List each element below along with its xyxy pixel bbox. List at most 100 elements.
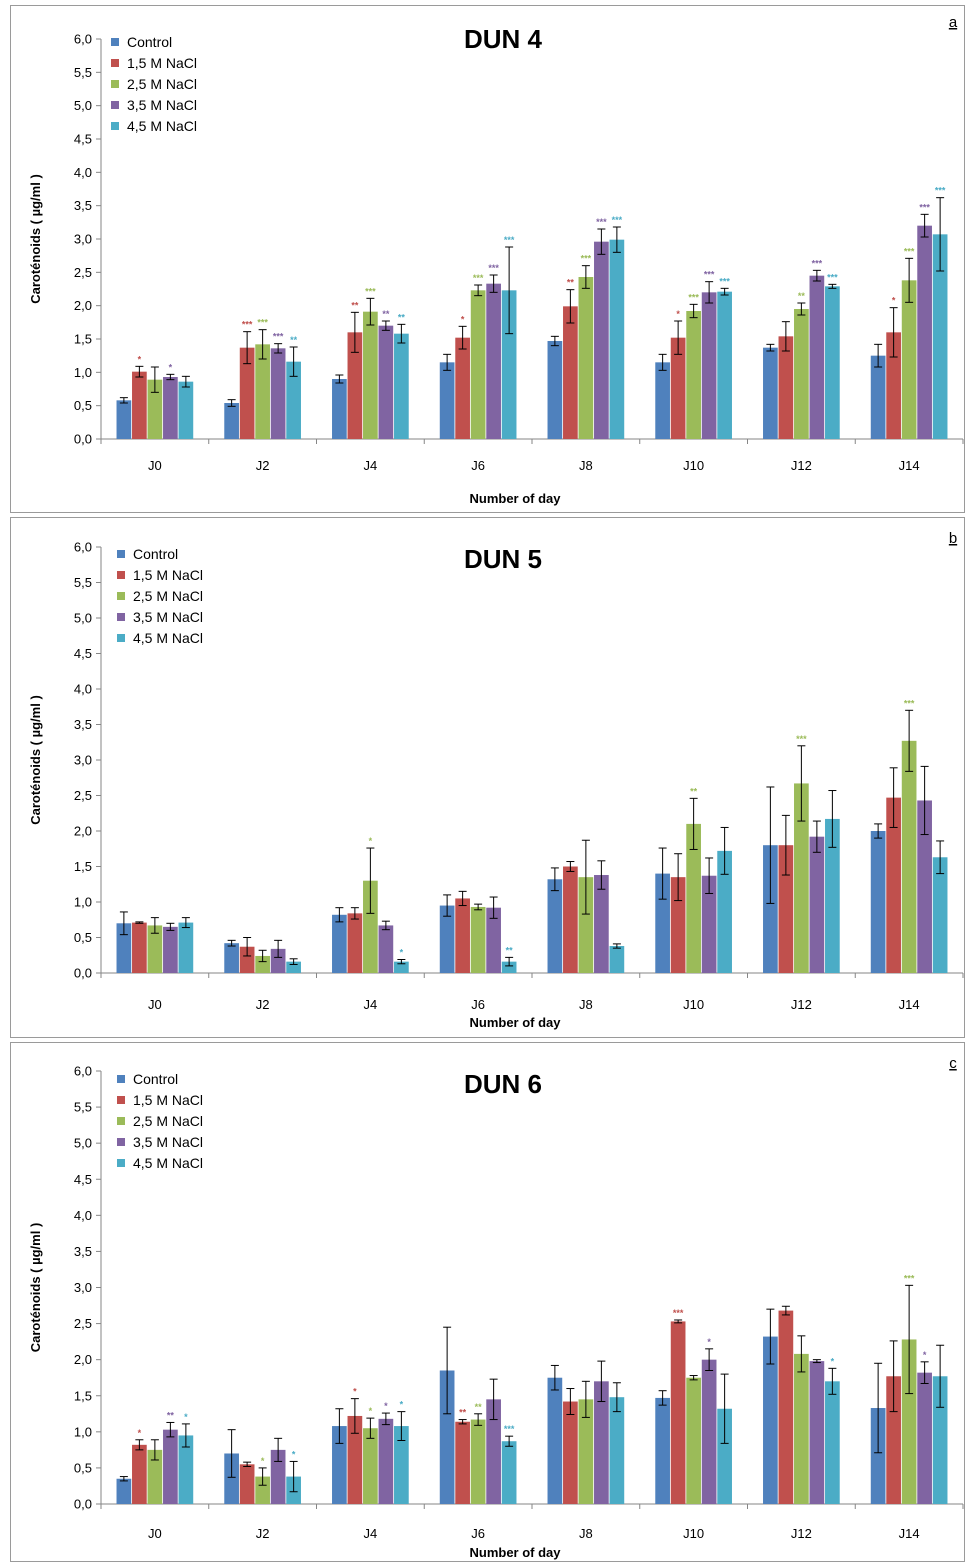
significance-mark: *: [138, 1428, 142, 1438]
bar: [286, 361, 301, 439]
y-tick-label: 2,5: [74, 265, 92, 280]
bar: [670, 877, 686, 973]
bar: [132, 922, 147, 973]
significance-mark: ***: [504, 235, 515, 245]
significance-mark: ***: [688, 292, 699, 302]
bar: [224, 1453, 239, 1504]
bar: [886, 797, 901, 973]
significance-mark: **: [290, 335, 298, 345]
bar: [378, 1418, 394, 1504]
significance-mark: *: [369, 836, 373, 846]
bar: [594, 1381, 609, 1504]
bar: [809, 1361, 825, 1504]
bar: [563, 306, 578, 439]
legend-label: 1,5 M NaCl: [127, 55, 197, 71]
bar: [794, 1353, 809, 1504]
x-axis-label: Number of day: [469, 491, 561, 506]
significance-mark: *: [169, 362, 173, 372]
y-tick-label: 5,0: [74, 98, 92, 113]
bar: [363, 880, 378, 973]
bar: [825, 818, 840, 973]
x-tick-label: J14: [899, 458, 920, 473]
legend-label: 1,5 M NaCl: [133, 1092, 203, 1108]
bar: [163, 1429, 178, 1504]
bar: [394, 961, 409, 973]
bar: [794, 309, 809, 439]
y-tick-label: 4,5: [74, 132, 92, 147]
bar: [439, 362, 455, 439]
bar: [870, 831, 886, 973]
bar: [901, 740, 917, 973]
bar: [347, 1415, 363, 1504]
significance-mark: **: [382, 309, 390, 319]
y-tick-label: 5,5: [74, 65, 92, 80]
significance-mark: ***: [704, 270, 715, 280]
bar: [901, 280, 917, 439]
bar: [670, 1321, 686, 1504]
significance-mark: *: [261, 1456, 265, 1466]
legend-label: 2,5 M NaCl: [133, 588, 203, 604]
legend-swatch: [111, 101, 119, 109]
bar: [655, 1397, 670, 1504]
y-axis-label: Caroténoids ( µg/ml ): [28, 1223, 43, 1353]
legend-swatch: [111, 59, 119, 67]
bar: [270, 948, 286, 973]
bar: [132, 371, 147, 439]
bar: [917, 225, 932, 439]
bar: [378, 925, 394, 973]
y-tick-label: 1,0: [74, 895, 92, 910]
bar: [332, 914, 347, 973]
legend-swatch: [111, 38, 119, 46]
x-tick-label: J2: [256, 997, 270, 1012]
significance-mark: **: [167, 1410, 175, 1420]
bar: [239, 946, 255, 973]
bar: [578, 1399, 594, 1504]
bar: [594, 241, 609, 439]
bar: [825, 286, 840, 439]
panel-label: a: [949, 14, 958, 31]
bar: [886, 332, 901, 439]
y-tick-label: 0,5: [74, 930, 92, 945]
bar: [147, 1449, 163, 1504]
y-tick-label: 3,5: [74, 717, 92, 732]
y-tick-label: 3,5: [74, 198, 92, 213]
bar: [394, 1426, 409, 1504]
significance-mark: *: [184, 1412, 188, 1422]
x-tick-label: J6: [471, 458, 485, 473]
significance-mark: ***: [581, 254, 592, 264]
x-tick-label: J2: [256, 1526, 270, 1541]
bar: [116, 1478, 132, 1504]
bar: [655, 362, 670, 439]
bar: [917, 1372, 932, 1504]
x-tick-label: J14: [899, 1526, 920, 1541]
y-tick-label: 1,5: [74, 859, 92, 874]
bar: [224, 403, 239, 439]
y-tick-label: 1,0: [74, 365, 92, 380]
x-tick-label: J4: [364, 458, 378, 473]
bar: [347, 913, 363, 973]
bar: [501, 1441, 517, 1504]
y-tick-label: 2,0: [74, 824, 92, 839]
legend-label: 3,5 M NaCl: [133, 609, 203, 625]
bar: [778, 845, 794, 973]
y-tick-label: 1,0: [74, 1424, 92, 1439]
bar: [609, 239, 625, 439]
y-tick-label: 2,5: [74, 788, 92, 803]
significance-mark: **: [475, 1402, 483, 1412]
legend-swatch: [117, 613, 125, 621]
x-tick-label: J0: [148, 458, 162, 473]
bar: [455, 1421, 470, 1504]
bar: [239, 347, 255, 439]
significance-mark: ***: [904, 246, 915, 256]
legend-swatch: [117, 592, 125, 600]
bar: [686, 823, 701, 973]
x-tick-label: J8: [579, 997, 593, 1012]
bar: [932, 857, 948, 973]
y-tick-label: 5,5: [74, 575, 92, 590]
bar: [163, 926, 178, 973]
x-tick-label: J4: [364, 997, 378, 1012]
bar: [686, 1377, 701, 1504]
significance-mark: ***: [919, 202, 930, 212]
bar: [701, 292, 717, 439]
bar: [470, 1419, 486, 1504]
